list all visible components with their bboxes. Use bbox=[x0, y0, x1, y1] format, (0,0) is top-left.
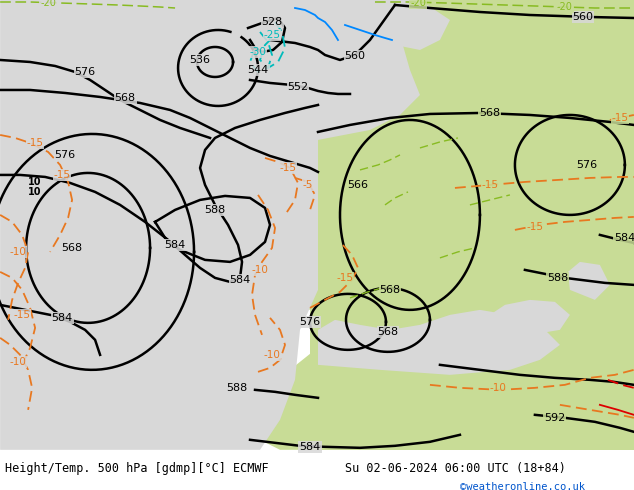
Text: 568: 568 bbox=[115, 93, 136, 103]
Polygon shape bbox=[568, 262, 610, 300]
Polygon shape bbox=[255, 340, 318, 450]
Polygon shape bbox=[318, 310, 560, 375]
Text: 588: 588 bbox=[204, 205, 226, 215]
Text: -10: -10 bbox=[489, 383, 507, 393]
Text: -10: -10 bbox=[252, 265, 268, 275]
Text: -15: -15 bbox=[13, 310, 30, 320]
Polygon shape bbox=[310, 0, 634, 450]
Text: 592: 592 bbox=[544, 413, 566, 423]
Text: 588: 588 bbox=[547, 273, 569, 283]
Text: Height/Temp. 500 hPa [gdmp][°C] ECMWF: Height/Temp. 500 hPa [gdmp][°C] ECMWF bbox=[5, 462, 269, 475]
Text: -20: -20 bbox=[410, 0, 426, 8]
Text: 536: 536 bbox=[190, 55, 210, 65]
Text: 584: 584 bbox=[299, 442, 321, 452]
Text: -15: -15 bbox=[337, 273, 354, 283]
Text: 568: 568 bbox=[479, 108, 500, 118]
Text: 576: 576 bbox=[576, 160, 597, 170]
Text: -15: -15 bbox=[280, 163, 297, 173]
Text: 552: 552 bbox=[287, 82, 309, 92]
Text: 566: 566 bbox=[347, 180, 368, 190]
Text: 568: 568 bbox=[61, 243, 82, 253]
Text: 576: 576 bbox=[299, 317, 321, 327]
Text: 560: 560 bbox=[344, 51, 365, 61]
Text: 560: 560 bbox=[573, 12, 593, 22]
Text: Su 02-06-2024 06:00 UTC (18+84): Su 02-06-2024 06:00 UTC (18+84) bbox=[345, 462, 566, 475]
Text: 568: 568 bbox=[377, 327, 399, 337]
Text: -15: -15 bbox=[27, 138, 44, 148]
Text: -30: -30 bbox=[250, 47, 266, 57]
Text: 584: 584 bbox=[614, 233, 634, 243]
Text: 588: 588 bbox=[226, 383, 248, 393]
Text: 528: 528 bbox=[261, 17, 283, 27]
Text: -15: -15 bbox=[611, 113, 628, 123]
Text: 584: 584 bbox=[51, 313, 73, 323]
Text: 10: 10 bbox=[29, 187, 42, 197]
Text: -10: -10 bbox=[10, 357, 27, 367]
Polygon shape bbox=[318, 0, 420, 140]
Polygon shape bbox=[380, 0, 450, 50]
Polygon shape bbox=[290, 255, 318, 310]
Text: -25: -25 bbox=[264, 30, 280, 40]
Text: 576: 576 bbox=[75, 67, 96, 77]
Text: 10: 10 bbox=[29, 177, 42, 187]
Text: -15: -15 bbox=[526, 222, 543, 232]
Text: ©weatheronline.co.uk: ©weatheronline.co.uk bbox=[460, 482, 585, 490]
Text: -20: -20 bbox=[40, 0, 56, 8]
Text: -5: -5 bbox=[303, 180, 313, 190]
Text: -20: -20 bbox=[557, 2, 573, 12]
Polygon shape bbox=[0, 0, 318, 450]
Text: -15: -15 bbox=[54, 170, 70, 180]
Text: -10: -10 bbox=[10, 247, 27, 257]
Text: 576: 576 bbox=[55, 150, 75, 160]
Text: 568: 568 bbox=[379, 285, 401, 295]
Polygon shape bbox=[148, 0, 280, 65]
Text: 544: 544 bbox=[247, 65, 269, 75]
Text: 584: 584 bbox=[164, 240, 186, 250]
Text: -10: -10 bbox=[264, 350, 280, 360]
Text: -15: -15 bbox=[481, 180, 498, 190]
Polygon shape bbox=[490, 300, 570, 335]
Text: 584: 584 bbox=[230, 275, 250, 285]
Polygon shape bbox=[318, 0, 634, 450]
